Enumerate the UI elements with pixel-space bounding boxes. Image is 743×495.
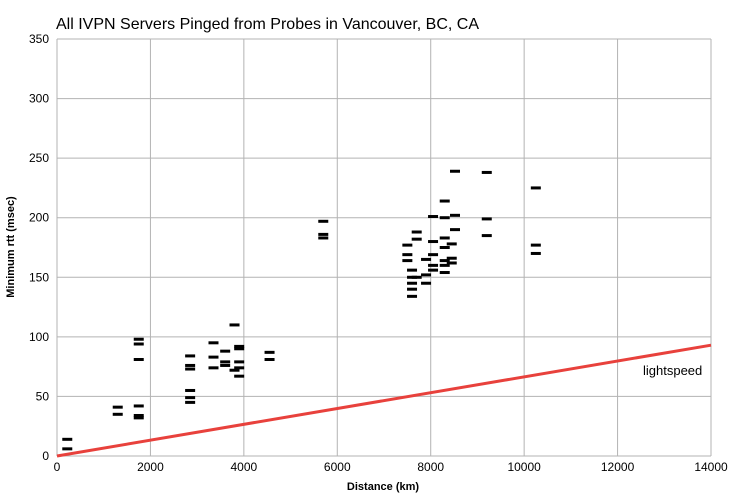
data-point [62,437,73,441]
data-point [264,350,275,354]
data-point [428,215,439,219]
x-tick-label: 14000 [694,460,728,474]
y-tick-label: 200 [29,211,49,225]
data-point [185,396,196,400]
data-point [208,366,219,370]
data-point [439,246,450,249]
y-tick-label: 150 [29,270,49,284]
data-point [208,355,219,359]
data-point [481,217,492,221]
data-point [407,268,418,272]
y-tick-label: 50 [36,389,50,403]
data-point [407,294,418,298]
data-point [439,216,450,220]
x-tick-label: 6000 [324,460,351,474]
data-point [421,257,432,261]
data-point [421,273,432,277]
data-point [439,236,450,240]
data-point [185,354,196,358]
data-point [318,236,329,240]
data-point [133,416,144,420]
data-point [229,368,240,372]
y-tick-label: 100 [29,330,49,344]
data-point [530,243,541,247]
data-point [530,251,541,255]
x-tick-label: 10000 [507,460,541,474]
data-point [411,237,422,241]
y-tick-label: 350 [29,32,49,46]
data-point [208,341,219,345]
data-point [185,367,196,371]
data-point [220,360,231,364]
lightspeed-series [56,343,712,458]
data-point [185,388,196,392]
x-axis-label: Distance (km) [347,481,419,493]
data-point [133,413,144,417]
data-point [234,347,245,351]
data-point [133,342,144,346]
data-point [264,357,275,361]
data-point [133,357,144,361]
data-point [411,275,422,279]
data-point [185,363,196,367]
x-tick-label: 2000 [137,460,164,474]
y-axis-label: Minimum rtt (msec) [5,196,17,298]
data-point [407,281,418,285]
data-point [234,344,245,348]
data-point [62,447,73,451]
data-point [450,213,461,217]
x-tick-label: 0 [54,460,61,474]
data-point [428,263,439,267]
data-point [220,363,231,367]
data-point [234,366,245,370]
data-point [439,263,450,267]
chart-title: All IVPN Servers Pinged from Probes in V… [56,16,479,33]
data-point [133,337,144,341]
data-point [481,234,492,238]
data-point [530,186,541,190]
data-point [450,169,461,173]
data-point [112,405,123,409]
data-point [481,170,492,174]
data-point [439,259,450,263]
data-point [446,256,457,260]
axes: 0 2000 4000 6000 8000 10000 12000 14000 0 50 100 15… [29,32,728,474]
y-tick-label: 250 [29,151,49,165]
data-point [439,271,450,275]
data-point [112,412,123,416]
data-point [439,199,450,203]
data-point [318,219,329,223]
data-point [318,232,329,236]
y-tick-label: 0 [42,449,49,463]
data-point [402,259,413,263]
x-tick-label: 12000 [601,460,635,474]
data-point [446,261,457,265]
data-point [234,374,245,378]
data-point [234,360,245,364]
data-point [421,281,432,285]
data-point [446,242,457,246]
data-point [402,253,413,257]
data-point [428,240,439,244]
data-point [411,230,422,234]
data-point [450,228,461,232]
data-point [428,268,439,272]
lightspeed-line [56,343,712,458]
data-point [133,404,144,408]
data-point [185,400,196,404]
y-tick-label: 300 [29,92,49,106]
data-point [220,349,231,353]
x-tick-label: 8000 [417,460,444,474]
x-tick-label: 4000 [231,460,258,474]
data-points [62,169,541,451]
data-point [229,323,240,327]
data-point [407,287,418,291]
data-point [428,253,439,257]
data-point [402,243,413,247]
lightspeed-annotation: lightspeed [643,363,702,378]
grid [56,38,712,457]
